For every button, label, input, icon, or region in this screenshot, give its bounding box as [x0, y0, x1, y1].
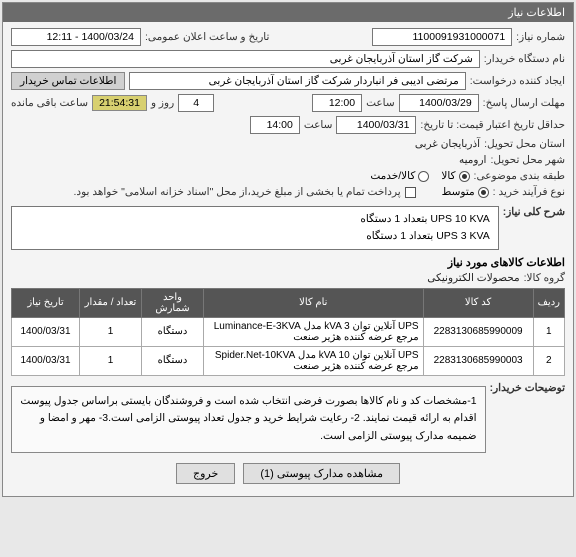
table-cell: UPS آنلاین توان kVA 3 مدل Luminance-E-3K…: [204, 317, 424, 346]
creator-label: ایجاد کننده درخواست:: [470, 75, 565, 87]
table-header: واحد شمارش: [142, 288, 204, 317]
days-label: روز و: [151, 97, 174, 109]
table-cell: 1: [80, 317, 142, 346]
deadline-date: 1400/03/29: [399, 94, 479, 112]
radio-khadamat-label: کالا/خدمت: [370, 170, 415, 182]
city-value: ارومیه: [459, 154, 486, 166]
table-header: کد کالا: [423, 288, 533, 317]
attachments-button[interactable]: مشاهده مدارک پیوستی (1): [243, 463, 400, 484]
table-cell: 1400/03/31: [12, 346, 80, 375]
table-cell: 2283130685990009: [423, 317, 533, 346]
hour-label-1: ساعت: [366, 97, 395, 109]
summary-value: UPS 10 KVA بتعداد 1 دستگاه UPS 3 KVA بتع…: [11, 206, 499, 250]
table-cell: 2: [533, 346, 564, 375]
notes-value: 1-مشخصات کد و نام کالاها بصورت فرضی انتخ…: [11, 386, 486, 454]
min-valid-label: حداقل تاریخ اعتبار قیمت: تا تاریخ:: [420, 119, 565, 131]
group-value: محصولات الکترونیکی: [427, 272, 519, 284]
process-radio-group: متوسط: [442, 186, 489, 198]
radio-dot-icon: [478, 187, 489, 198]
table-row: 22283130685990003UPS آنلاین توان kVA 10 …: [12, 346, 565, 375]
need-no-value: 1100091931000071: [372, 28, 512, 46]
table-header: تعداد / مقدار: [80, 288, 142, 317]
radio-dot-icon: [459, 171, 470, 182]
hour-label-2: ساعت: [304, 119, 333, 131]
table-cell: 1400/03/31: [12, 317, 80, 346]
table-cell: 1: [80, 346, 142, 375]
process-label: نوع فرآیند خرید :: [493, 186, 565, 198]
buyer-value: شرکت گاز استان آذربایجان غربی: [11, 50, 480, 68]
panel-body: شماره نیاز: 1100091931000071 تاریخ و ساع…: [3, 22, 573, 496]
announce-value: 1400/03/24 - 12:11: [11, 28, 141, 46]
notes-label: توضیحات خریدار:: [490, 382, 565, 394]
announce-label: تاریخ و ساعت اعلان عمومی:: [145, 31, 269, 43]
radio-khadamat[interactable]: کالا/خدمت: [370, 170, 429, 182]
budget-radio-group: کالا کالا/خدمت: [370, 170, 469, 182]
table-cell: 2283130685990003: [423, 346, 533, 375]
creator-value: مرتضی ادیبی فر انباردار شرکت گاز استان آ…: [129, 72, 465, 90]
table-header: نام کالا: [204, 288, 424, 317]
contact-button[interactable]: اطلاعات تماس خریدار: [11, 72, 125, 90]
radio-dot-icon: [418, 171, 429, 182]
buyer-label: نام دستگاه خریدار:: [484, 53, 565, 65]
need-info-panel: اطلاعات نیاز شماره نیاز: 110009193100007…: [2, 2, 574, 497]
summary-label: شرح کلی نیاز:: [503, 206, 565, 218]
table-row: 12283130685990009UPS آنلاین توان kVA 3 م…: [12, 317, 565, 346]
province-label: استان محل تحویل:: [484, 138, 565, 150]
pay-note: پرداخت تمام یا بخشی از مبلغ خرید،از محل …: [73, 186, 400, 198]
pay-checkbox[interactable]: [405, 187, 416, 198]
budget-label: طبقه بندی موضوعی:: [474, 170, 565, 182]
table-cell: 1: [533, 317, 564, 346]
radio-kala[interactable]: کالا: [441, 170, 469, 182]
table-header: تاریخ نیاز: [12, 288, 80, 317]
days-left: 4: [178, 94, 214, 112]
need-no-label: شماره نیاز:: [516, 31, 565, 43]
radio-motavasset[interactable]: متوسط: [442, 186, 489, 198]
table-cell: دستگاه: [142, 317, 204, 346]
timer-label: ساعت باقی مانده: [11, 97, 88, 109]
radio-motavasset-label: متوسط: [442, 186, 475, 198]
footer: مشاهده مدارک پیوستی (1) خروج: [11, 457, 565, 490]
table-cell: UPS آنلاین توان kVA 10 مدل Spider.Net-10…: [204, 346, 424, 375]
city-label: شهر محل تحویل:: [490, 154, 565, 166]
close-button[interactable]: خروج: [176, 463, 235, 484]
panel-title: اطلاعات نیاز: [3, 3, 573, 22]
items-header: اطلاعات کالاهای مورد نیاز: [11, 256, 565, 269]
group-label: گروه کالا:: [524, 272, 565, 284]
min-valid-time: 14:00: [250, 116, 300, 134]
province-value: آذربایجان غربی: [415, 138, 480, 150]
table-cell: دستگاه: [142, 346, 204, 375]
deadline-label: مهلت ارسال پاسخ:: [483, 97, 565, 109]
timer: 21:54:31: [92, 95, 147, 111]
min-valid-date: 1400/03/31: [336, 116, 416, 134]
items-table: ردیفکد کالانام کالاواحد شمارشتعداد / مقد…: [11, 288, 565, 376]
radio-kala-label: کالا: [441, 170, 455, 182]
deadline-time: 12:00: [312, 94, 362, 112]
table-header: ردیف: [533, 288, 564, 317]
